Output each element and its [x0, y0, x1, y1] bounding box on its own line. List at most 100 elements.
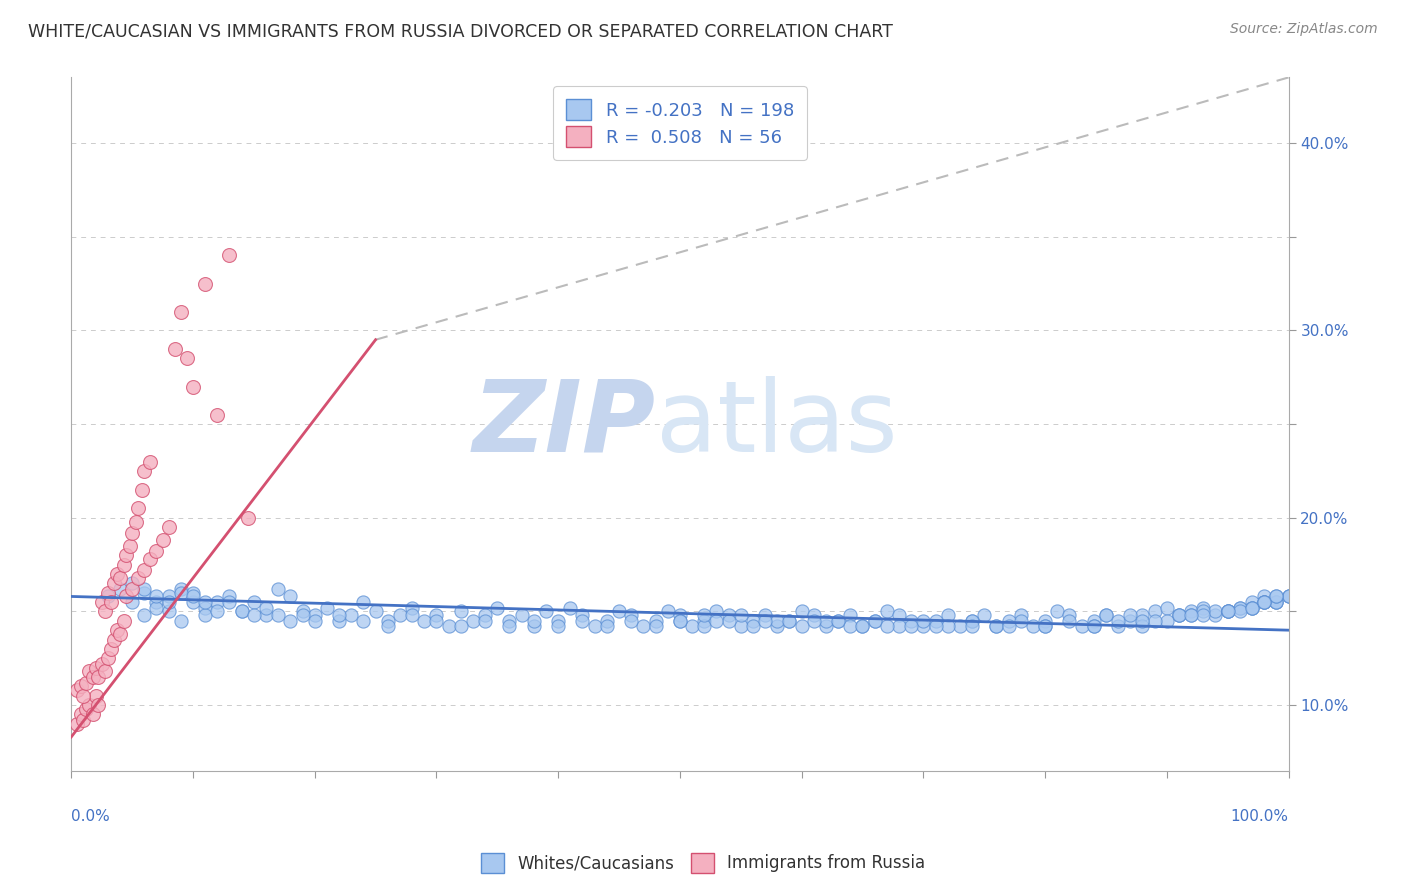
Point [851, 619, 873, 633]
Point [693, 608, 716, 623]
Point [100, 595, 122, 609]
Point [90, 657, 112, 671]
Point [766, 619, 789, 633]
Point [1010, 608, 1032, 623]
Point [401, 600, 423, 615]
Point [960, 614, 983, 628]
Text: atlas: atlas [655, 376, 897, 473]
Point [1107, 619, 1129, 633]
Point [254, 608, 277, 623]
Point [1083, 619, 1105, 633]
Point [1240, 600, 1263, 615]
Point [1240, 600, 1263, 615]
Point [1107, 614, 1129, 628]
Point [181, 595, 204, 609]
Point [108, 571, 131, 585]
Point [1059, 608, 1081, 623]
Point [461, 614, 484, 628]
Point [72, 689, 94, 703]
Legend: R = -0.203   N = 198, R =  0.508   N = 56: R = -0.203 N = 198, R = 0.508 N = 56 [553, 87, 807, 160]
Point [876, 619, 898, 633]
Point [194, 608, 217, 623]
Point [170, 304, 193, 318]
Point [112, 614, 135, 628]
Point [437, 619, 460, 633]
Point [986, 619, 1008, 633]
Point [145, 590, 167, 604]
Point [87, 670, 110, 684]
Point [1277, 590, 1299, 604]
Legend: Whites/Caucasians, Immigrants from Russia: Whites/Caucasians, Immigrants from Russi… [474, 847, 932, 880]
Point [170, 585, 193, 599]
Point [583, 619, 606, 633]
Point [315, 600, 337, 615]
Point [328, 614, 350, 628]
Point [163, 342, 186, 356]
Point [863, 614, 886, 628]
Point [1156, 614, 1178, 628]
Point [1265, 590, 1288, 604]
Point [1033, 619, 1056, 633]
Point [839, 608, 862, 623]
Point [194, 595, 217, 609]
Point [571, 614, 593, 628]
Point [280, 614, 302, 628]
Point [352, 595, 374, 609]
Point [790, 604, 813, 618]
Point [547, 619, 569, 633]
Point [730, 608, 752, 623]
Point [1059, 614, 1081, 628]
Point [145, 595, 167, 609]
Point [218, 595, 240, 609]
Point [97, 585, 120, 599]
Point [134, 585, 156, 599]
Point [924, 614, 946, 628]
Point [486, 600, 509, 615]
Point [1253, 595, 1275, 609]
Point [1022, 619, 1045, 633]
Point [207, 595, 229, 609]
Point [803, 614, 825, 628]
Point [1119, 614, 1142, 628]
Point [924, 619, 946, 633]
Point [170, 614, 193, 628]
Point [876, 604, 898, 618]
Point [108, 627, 131, 641]
Point [766, 614, 789, 628]
Point [1192, 604, 1215, 618]
Point [560, 600, 582, 615]
Point [547, 614, 569, 628]
Point [157, 604, 180, 618]
Point [127, 501, 149, 516]
Point [1046, 604, 1069, 618]
Point [1132, 614, 1154, 628]
Point [1204, 604, 1226, 618]
Point [814, 614, 837, 628]
Point [1180, 604, 1202, 618]
Point [1229, 600, 1251, 615]
Point [66, 683, 89, 698]
Point [706, 604, 728, 618]
Point [657, 604, 679, 618]
Point [157, 595, 180, 609]
Point [1119, 608, 1142, 623]
Point [107, 623, 129, 637]
Point [1168, 608, 1191, 623]
Point [364, 604, 387, 618]
Point [121, 525, 143, 540]
Point [754, 608, 776, 623]
Point [94, 665, 117, 679]
Point [401, 608, 423, 623]
Point [1240, 595, 1263, 609]
Point [814, 619, 837, 633]
Point [1180, 608, 1202, 623]
Point [103, 576, 125, 591]
Point [863, 614, 886, 628]
Point [97, 590, 120, 604]
Point [181, 590, 204, 604]
Point [1143, 604, 1166, 618]
Point [218, 590, 240, 604]
Point [949, 619, 972, 633]
Point [145, 544, 167, 558]
Point [115, 590, 138, 604]
